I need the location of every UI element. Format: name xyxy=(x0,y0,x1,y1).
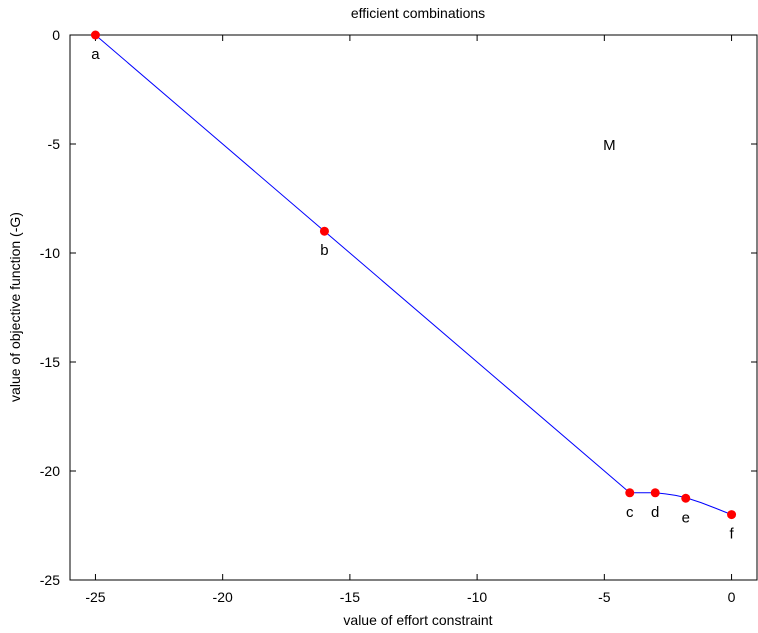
y-tick-label: -10 xyxy=(40,245,60,261)
data-point-f xyxy=(727,510,737,520)
y-tick-label: 0 xyxy=(52,27,60,43)
y-tick-label: -5 xyxy=(48,136,61,152)
data-point-b xyxy=(319,226,329,236)
point-label-d: d xyxy=(651,504,659,521)
x-tick-label: 0 xyxy=(728,589,736,605)
series-line xyxy=(95,34,732,516)
axis-ticks xyxy=(70,34,757,581)
point-label-f: f xyxy=(729,526,734,543)
point-labels: a b c d e f xyxy=(91,46,734,543)
chart-title: efficient combinations xyxy=(351,5,485,21)
data-points xyxy=(90,30,737,520)
point-label-b: b xyxy=(320,242,328,259)
x-tick-label: -10 xyxy=(467,589,487,605)
y-axis-label: value of objective function (-G) xyxy=(7,212,23,402)
annotation-m: M xyxy=(603,137,616,154)
y-tick-label: -15 xyxy=(40,354,60,370)
point-label-a: a xyxy=(91,46,100,63)
y-tick-label: -25 xyxy=(40,572,60,588)
tick-labels: -25 -20 -15 -10 -5 0 0 -5 -10 -15 -20 -25 xyxy=(40,27,736,605)
plot-frame xyxy=(69,34,758,581)
x-tick-label: -25 xyxy=(85,589,105,605)
data-point-d xyxy=(650,488,660,498)
x-tick-label: -15 xyxy=(340,589,360,605)
data-point-e xyxy=(681,493,691,503)
x-tick-label: -5 xyxy=(598,589,611,605)
x-tick-label: -20 xyxy=(213,589,233,605)
data-point-a xyxy=(90,30,100,40)
data-point-c xyxy=(625,488,635,498)
point-label-c: c xyxy=(626,504,634,521)
y-tick-label: -20 xyxy=(40,463,60,479)
point-label-e: e xyxy=(682,509,690,526)
x-axis-label: value of effort constraint xyxy=(343,612,492,628)
